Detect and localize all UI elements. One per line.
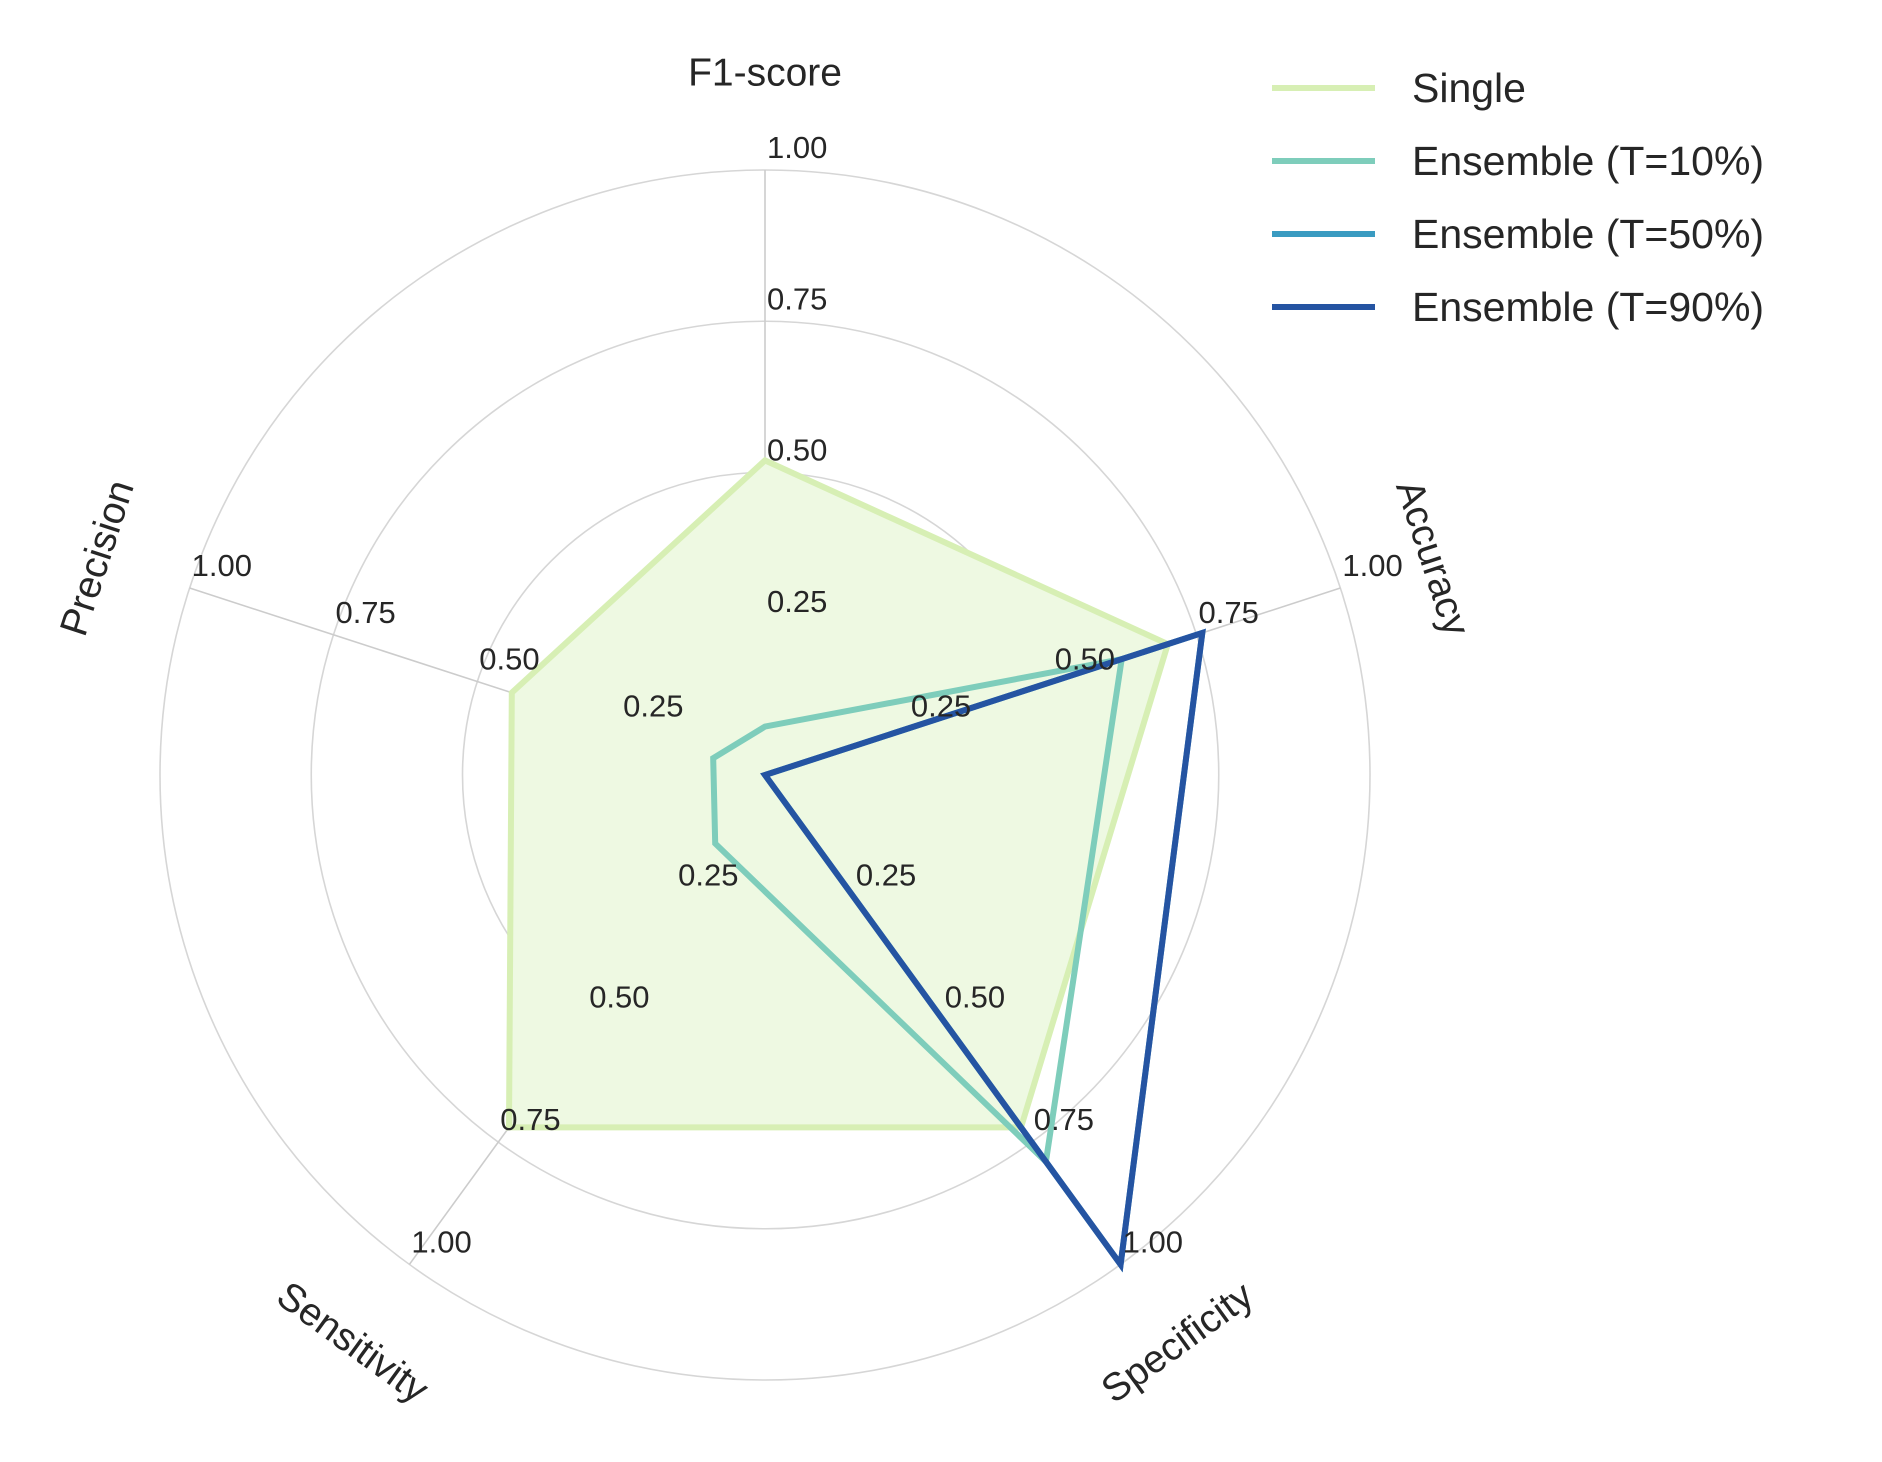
tick-label: 0.25 <box>678 857 738 892</box>
series-line-1 <box>505 456 1172 1131</box>
legend-label-1: Single <box>1412 65 1526 111</box>
tick-label: 1.00 <box>1342 548 1402 583</box>
axis-label-specificity: Specificity <box>1094 1273 1262 1411</box>
tick-label: 0.75 <box>1199 595 1259 630</box>
tick-label: 1.00 <box>1123 1224 1183 1259</box>
tick-labels: 0.25 0.50 0.75 1.00 0.25 0.50 0.75 1.00 0.25 0.50… <box>192 130 1403 1259</box>
tick-label: 0.75 <box>500 1102 560 1137</box>
tick-label: 0.50 <box>479 642 539 677</box>
tick-label: 0.25 <box>767 584 827 619</box>
legend-label-4: Ensemble (T=90%) <box>1412 284 1764 330</box>
tick-label: 1.00 <box>192 548 252 583</box>
tick-label: 0.25 <box>623 688 683 723</box>
tick-label: 0.50 <box>1055 642 1115 677</box>
legend-label-3: Ensemble (T=50%) <box>1412 211 1764 257</box>
axis-label-sensitivity: Sensitivity <box>269 1274 437 1412</box>
legend: Single Ensemble (T=10%) Ensemble (T=50%) En… <box>1272 65 1764 330</box>
series-fill-1 <box>509 460 1168 1128</box>
tick-label: 0.25 <box>856 857 916 892</box>
tick-label: 0.50 <box>589 980 649 1015</box>
series-layer <box>505 456 1206 1273</box>
tick-label: 1.00 <box>411 1224 471 1259</box>
tick-label: 0.75 <box>1034 1102 1094 1137</box>
legend-label-2: Ensemble (T=10%) <box>1412 138 1764 184</box>
tick-label: 0.25 <box>911 688 971 723</box>
series-line-2 <box>710 655 1126 1168</box>
tick-label: 0.50 <box>945 980 1005 1015</box>
tick-label: 1.00 <box>767 130 827 165</box>
tick-label: 0.75 <box>767 281 827 316</box>
axis-label-f1-score: F1-score <box>688 52 842 95</box>
tick-label: 0.50 <box>767 433 827 468</box>
axis-label-precision: Precision <box>52 475 142 641</box>
tick-label: 0.75 <box>335 595 395 630</box>
series-line-4 <box>760 628 1206 1273</box>
